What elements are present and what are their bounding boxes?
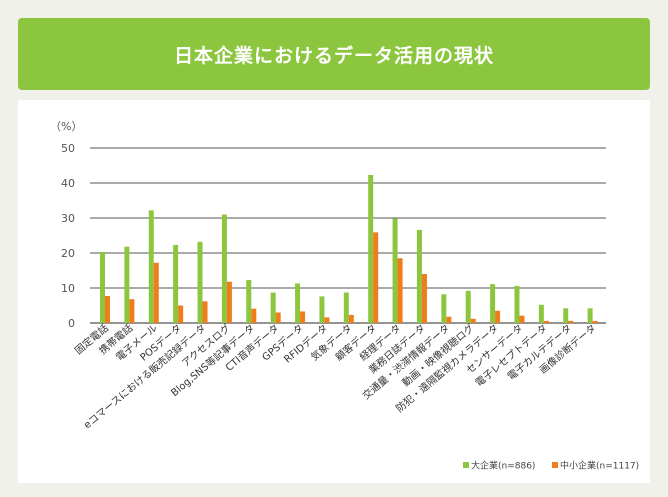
y-tick-label: 10 — [61, 282, 75, 295]
chart-title: 日本企業におけるデータ活用の現状 — [173, 44, 494, 67]
bar-small-18 — [519, 315, 525, 323]
bar-large-16 — [465, 290, 471, 323]
bar-small-13 — [397, 258, 403, 323]
bar-small-1 — [105, 296, 110, 323]
bar-small-7 — [251, 308, 257, 323]
bar-large-14 — [416, 229, 422, 323]
bar-small-19 — [543, 320, 549, 323]
bar-large-11 — [343, 292, 349, 323]
bar-large-20 — [563, 308, 569, 323]
bar-large-2 — [124, 246, 130, 323]
bar-small-16 — [470, 318, 476, 323]
bar-large-13 — [392, 218, 398, 323]
y-tick-label: 20 — [61, 247, 75, 260]
bar-small-10 — [324, 317, 330, 323]
y-tick-label: 50 — [61, 142, 75, 155]
bar-large-5 — [197, 241, 203, 323]
grid-lines: 0 10 20 30 40 50 — [61, 142, 606, 330]
legend-swatch — [552, 462, 558, 468]
bar-large-18 — [514, 285, 520, 323]
legend: 大企業(n=886) 中小企業(n=1117) — [463, 460, 639, 472]
bar-small-4 — [178, 305, 184, 323]
bar-large-3 — [148, 210, 154, 323]
bar-small-17 — [495, 310, 501, 323]
bar-large-9 — [295, 283, 301, 323]
bar-small-9 — [300, 311, 306, 323]
bar-large-4 — [173, 244, 179, 323]
bar-small-21 — [592, 320, 598, 323]
bar-small-5 — [202, 301, 208, 323]
y-tick-label: 0 — [68, 317, 75, 330]
chart-header: 日本企業におけるデータ活用の現状 — [18, 18, 650, 90]
category-labels: 固定電話携帯電話電子メールPOSデータeコマースにおける販売記録データアクセスロ… — [72, 321, 599, 431]
bar-small-8 — [275, 312, 281, 323]
y-axis-unit-label: （%） — [50, 120, 82, 133]
bar-large-10 — [319, 296, 325, 323]
bar-chart: （%） 0 10 20 30 40 50 固定電話携帯電話電子メールPOSデータeコマース… — [50, 120, 639, 472]
bar-large-8 — [270, 292, 276, 323]
y-tick-label: 40 — [61, 177, 75, 190]
legend-label: 中小企業(n=1117) — [560, 460, 639, 472]
bar-small-2 — [129, 299, 135, 323]
bar-small-12 — [373, 232, 379, 323]
bar-large-7 — [246, 279, 252, 323]
legend-swatch — [463, 462, 469, 468]
chart-panel: （%） 0 10 20 30 40 50 固定電話 携帯電話 電子メール POSデータ eコマース… — [18, 100, 650, 483]
y-tick-label: 30 — [61, 212, 75, 225]
bars — [100, 174, 598, 323]
bar-large-21 — [587, 308, 593, 323]
bar-large-17 — [490, 284, 496, 323]
bar-large-15 — [441, 294, 447, 323]
bar-large-1 — [100, 251, 105, 323]
bar-large-12 — [368, 174, 374, 323]
bar-small-14 — [421, 274, 427, 323]
bar-small-20 — [568, 320, 574, 323]
bar-large-19 — [538, 304, 544, 323]
bar-small-3 — [153, 262, 159, 323]
bar-large-6 — [221, 214, 227, 323]
bar-small-11 — [348, 314, 354, 323]
bar-small-15 — [446, 316, 452, 323]
bar-small-6 — [226, 281, 232, 323]
legend-label: 大企業(n=886) — [471, 460, 535, 472]
